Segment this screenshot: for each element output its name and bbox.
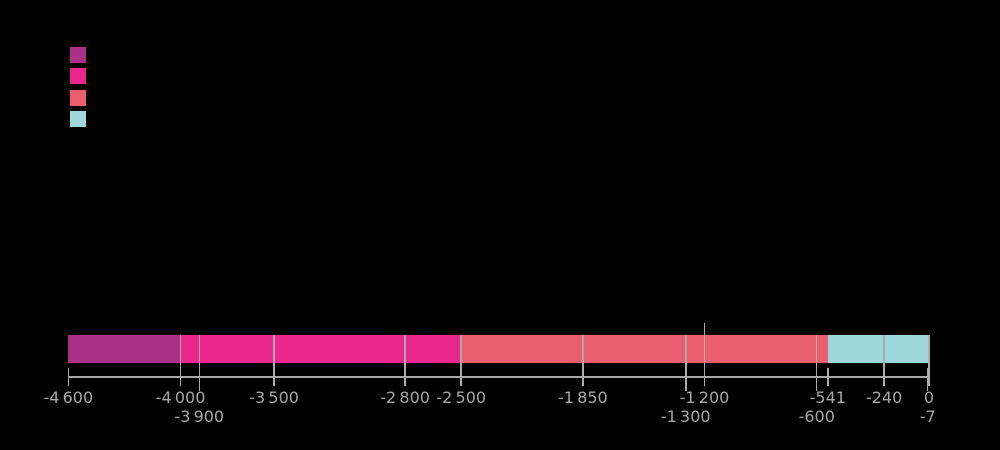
tick-label: -3 500: [249, 388, 299, 407]
tick-label: 0: [923, 388, 935, 407]
legend-swatch-1: [70, 47, 86, 63]
divider-tick-line: [179, 335, 182, 386]
tick-label: -2 500: [436, 388, 487, 407]
x-axis-line: [68, 376, 929, 378]
tick-label: -541: [809, 388, 846, 407]
legend-swatch-2: [70, 68, 86, 84]
tick-label: -7: [919, 407, 936, 426]
tick-label: -4 000: [155, 388, 206, 407]
divider-tick-line: [198, 335, 201, 391]
bar-segment-2: [180, 335, 462, 363]
bar-segment-1: [68, 335, 181, 363]
tick-label: -1 300: [660, 407, 711, 426]
divider-tick-line: [404, 335, 406, 386]
tick-label: -1 200: [679, 388, 730, 407]
divider-tick-line: [582, 335, 584, 386]
axis-tick-line: [67, 368, 70, 386]
divider-tick-line: [928, 335, 930, 386]
tick-label: -1 850: [558, 388, 608, 407]
tick-label: -2 800: [380, 388, 430, 407]
divider-tick-line: [815, 335, 818, 391]
legend-swatch-3: [70, 90, 86, 106]
tick-label: -600: [798, 407, 835, 426]
bar-segment-3: [461, 335, 828, 363]
legend-swatch-4: [70, 111, 86, 127]
axis-tick-line: [827, 368, 829, 386]
tick-label: -240: [865, 388, 903, 407]
tick-label: -3 900: [174, 407, 225, 426]
divider-tick-line: [883, 335, 885, 386]
divider-tick-line: [273, 335, 275, 386]
tick-label: -4 600: [43, 388, 94, 407]
axis-tick-line: [926, 368, 929, 391]
divider-tick-line: [685, 335, 687, 391]
divider-tick-line: [703, 323, 706, 386]
bar-segment-4: [827, 335, 929, 363]
divider-tick-line: [460, 335, 462, 386]
